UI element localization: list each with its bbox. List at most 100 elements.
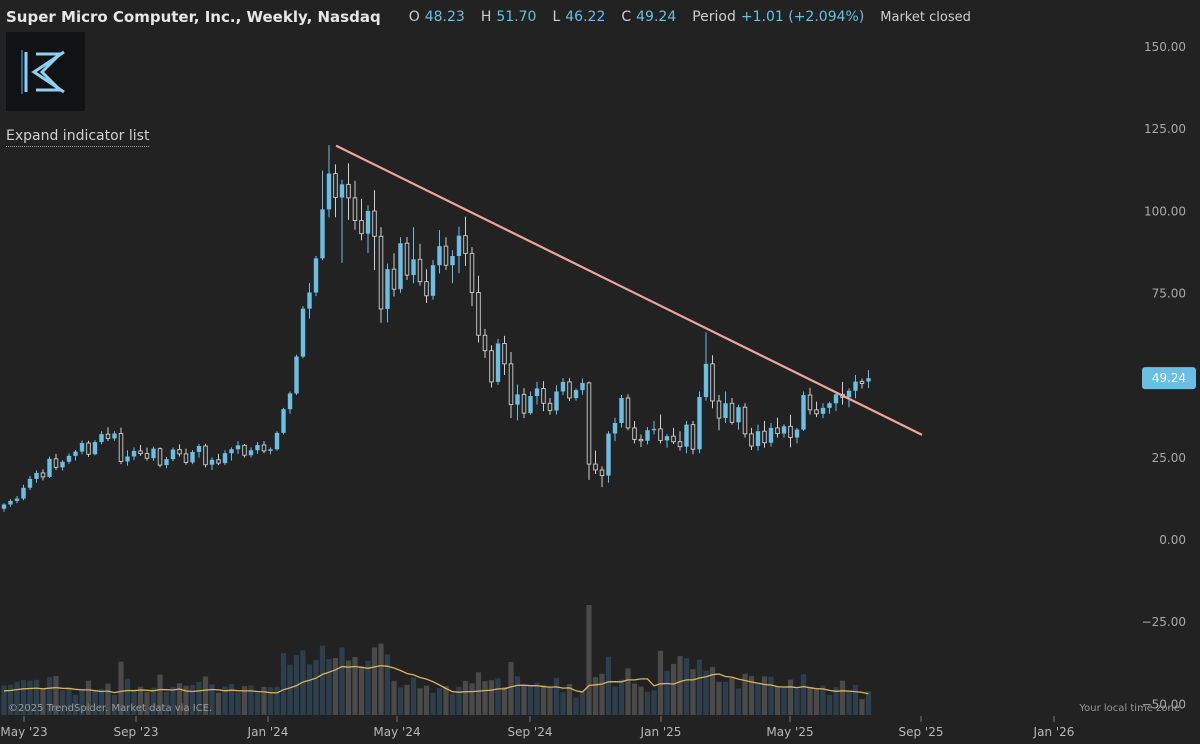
candle[interactable]	[170, 447, 176, 462]
candle[interactable]	[255, 442, 260, 454]
candle[interactable]	[365, 205, 371, 254]
expand-indicator-list-link[interactable]: Expand indicator list	[6, 127, 150, 147]
candle[interactable]	[404, 236, 410, 281]
candle[interactable]	[398, 237, 403, 293]
candle[interactable]	[794, 427, 800, 444]
candle[interactable]	[482, 328, 488, 358]
candle[interactable]	[372, 190, 377, 271]
candle[interactable]	[294, 354, 299, 396]
candle[interactable]	[684, 421, 689, 454]
candle[interactable]	[112, 431, 117, 441]
candle[interactable]	[307, 282, 312, 319]
candle[interactable]	[541, 381, 546, 412]
candle[interactable]	[489, 345, 494, 388]
candle[interactable]	[151, 446, 156, 461]
candle[interactable]	[203, 443, 208, 468]
candle[interactable]	[21, 484, 26, 501]
candle[interactable]	[625, 394, 631, 431]
candle[interactable]	[14, 495, 20, 504]
candle[interactable]	[762, 421, 767, 448]
candle[interactable]	[495, 338, 501, 385]
candle[interactable]	[840, 381, 845, 405]
candle[interactable]	[788, 414, 793, 448]
candle[interactable]	[723, 391, 728, 423]
candle[interactable]	[216, 453, 221, 466]
candle[interactable]	[736, 404, 741, 430]
candle[interactable]	[190, 449, 195, 465]
candle[interactable]	[814, 401, 819, 418]
candle[interactable]	[560, 377, 566, 396]
candle[interactable]	[664, 434, 670, 448]
candle[interactable]	[456, 226, 462, 274]
candle[interactable]	[320, 170, 325, 261]
candle[interactable]	[437, 230, 442, 274]
candle[interactable]	[430, 259, 436, 300]
candle[interactable]	[781, 424, 787, 438]
candle[interactable]	[261, 441, 267, 454]
candle[interactable]	[807, 387, 813, 415]
candle[interactable]	[131, 447, 137, 461]
candle[interactable]	[671, 427, 676, 445]
trendline[interactable]	[335, 144, 923, 436]
candle[interactable]	[859, 378, 865, 389]
candle[interactable]	[645, 426, 650, 445]
timezone-text[interactable]: Your local time zone	[1078, 703, 1180, 714]
candle[interactable]	[729, 398, 735, 425]
candle[interactable]	[53, 453, 59, 470]
candle[interactable]	[157, 447, 163, 468]
candle[interactable]	[586, 381, 592, 480]
candle[interactable]	[638, 434, 644, 447]
candle[interactable]	[268, 447, 273, 455]
candle[interactable]	[125, 450, 130, 466]
candle[interactable]	[248, 447, 254, 458]
candle[interactable]	[710, 355, 715, 409]
candle[interactable]	[833, 391, 839, 411]
candle[interactable]	[619, 395, 624, 428]
candle[interactable]	[476, 275, 481, 343]
candle[interactable]	[521, 388, 527, 419]
candle[interactable]	[612, 417, 618, 442]
candle[interactable]	[755, 424, 761, 451]
candle[interactable]	[411, 227, 416, 284]
candle[interactable]	[346, 163, 351, 220]
candle[interactable]	[27, 475, 33, 491]
candle[interactable]	[339, 179, 345, 263]
candle[interactable]	[118, 427, 124, 465]
candle[interactable]	[326, 145, 332, 218]
candle[interactable]	[853, 375, 858, 399]
candle[interactable]	[378, 227, 384, 323]
candle[interactable]	[164, 456, 169, 469]
candle[interactable]	[502, 335, 507, 376]
candle[interactable]	[177, 444, 182, 457]
candle[interactable]	[716, 395, 722, 431]
candle[interactable]	[593, 450, 598, 474]
candle[interactable]	[820, 403, 826, 419]
candle[interactable]	[92, 440, 98, 456]
candle[interactable]	[138, 445, 143, 456]
candle[interactable]	[677, 431, 683, 451]
candle[interactable]	[183, 448, 189, 465]
candle[interactable]	[768, 422, 774, 447]
candle[interactable]	[333, 164, 338, 218]
candle[interactable]	[827, 401, 832, 414]
candle[interactable]	[463, 216, 468, 266]
candle[interactable]	[554, 385, 559, 415]
candle[interactable]	[424, 269, 429, 304]
candle[interactable]	[196, 444, 202, 458]
candle[interactable]	[79, 440, 85, 455]
candle[interactable]	[1, 503, 7, 512]
candle[interactable]	[8, 499, 13, 507]
candle[interactable]	[313, 256, 319, 297]
candle[interactable]	[281, 407, 286, 435]
candle[interactable]	[40, 469, 46, 481]
candle[interactable]	[209, 457, 215, 470]
candle[interactable]	[775, 417, 780, 438]
candle[interactable]	[450, 250, 455, 284]
candle[interactable]	[235, 441, 241, 454]
candle[interactable]	[599, 466, 605, 488]
candle[interactable]	[697, 391, 702, 454]
candle[interactable]	[515, 384, 520, 421]
candle[interactable]	[690, 421, 696, 455]
candle[interactable]	[391, 253, 397, 297]
